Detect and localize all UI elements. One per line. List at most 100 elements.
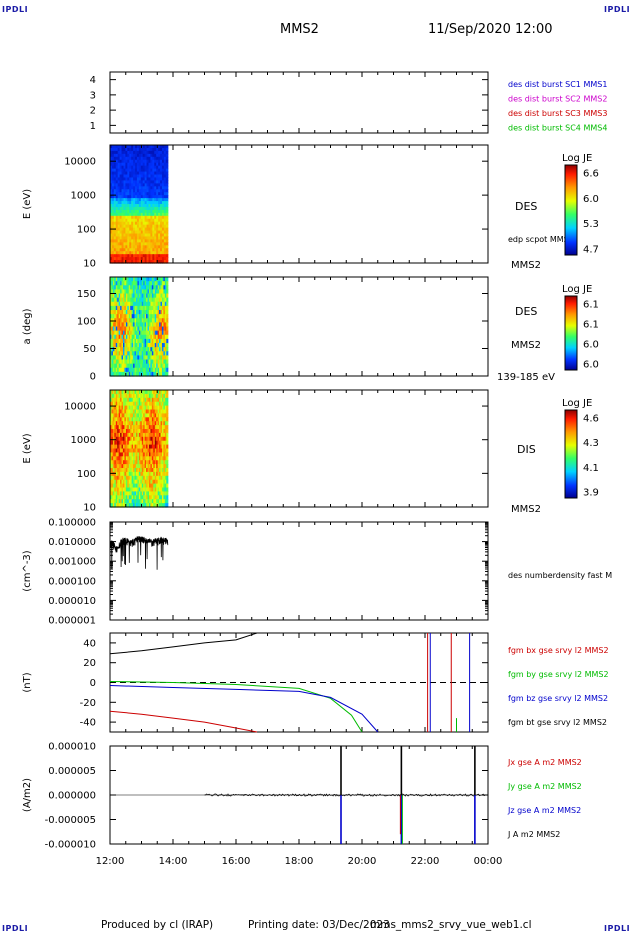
heatmap-cell: [115, 351, 118, 356]
heatmap-cell: [110, 436, 113, 442]
heatmap-cell: [151, 393, 154, 399]
heatmap-cell: [130, 487, 133, 492]
heatmap-cell: [146, 471, 149, 477]
heatmap-cell: [135, 503, 139, 508]
heatmap-cell: [152, 248, 155, 252]
heatmap-cell: [143, 285, 146, 290]
heatmap-cell: [127, 326, 130, 332]
heatmap-cell: [134, 448, 137, 453]
heatmap-cell: [119, 174, 123, 179]
heatmap-cell: [144, 310, 147, 315]
heatmap-cell: [135, 168, 138, 173]
heatmap-cell: [131, 397, 134, 403]
heatmap-cell: [127, 393, 130, 399]
heatmap-cell: [128, 471, 131, 477]
heatmap-cell: [121, 251, 125, 255]
heatmap-cell: [144, 248, 148, 252]
heatmap-cell: [137, 363, 140, 369]
heatmap-cell: [148, 248, 152, 252]
heatmap-cell: [151, 503, 154, 508]
heatmap-cell: [135, 334, 139, 340]
heatmap-cell: [110, 289, 113, 295]
heatmap-cell: [114, 440, 117, 446]
heatmap-cell: [127, 322, 130, 328]
heatmap-cell: [135, 417, 139, 422]
heatmap-cell: [110, 285, 113, 290]
heatmap-cell: [110, 448, 113, 453]
heatmap-cell: [141, 503, 144, 508]
heatmap-cell: [160, 165, 163, 170]
heatmap-cell: [164, 487, 167, 492]
heatmap-cell: [144, 251, 148, 255]
heatmap-cell: [135, 359, 139, 365]
heatmap-cell: [152, 147, 155, 152]
heatmap-cell: [125, 183, 128, 187]
heatmap-cell: [130, 322, 133, 328]
heatmap-cell: [110, 460, 113, 465]
heatmap-cell: [115, 251, 119, 255]
heatmap-cell: [110, 326, 113, 332]
heatmap-cell: [125, 281, 128, 286]
heatmap-cell: [160, 221, 163, 226]
heatmap-cell: [146, 168, 150, 173]
heatmap-cell: [120, 499, 123, 504]
field-line: [109, 710, 258, 733]
heatmap-cell: [146, 177, 150, 181]
heatmap-cell: [157, 305, 160, 311]
heatmap-cell: [156, 452, 159, 457]
heatmap-cell: [133, 245, 136, 249]
heatmap-cell: [146, 257, 150, 261]
heatmap-cell: [164, 503, 167, 508]
heatmap-cell: [152, 162, 155, 167]
heatmap-cell: [114, 297, 117, 303]
heatmap-cell: [160, 417, 163, 422]
heatmap-cell: [127, 363, 130, 369]
heatmap-cell: [129, 233, 132, 238]
heatmap-cell: [140, 314, 143, 319]
heatmap-cell: [133, 487, 136, 492]
heatmap-cell: [121, 363, 124, 369]
heatmap-cell: [111, 145, 115, 149]
instrument-label: DIS: [517, 443, 536, 456]
heatmap-cell: [163, 162, 167, 167]
heatmap-cell: [134, 326, 137, 332]
heatmap-cell: [114, 351, 117, 356]
heatmap-cell: [128, 297, 131, 303]
heatmap-cell: [146, 479, 149, 485]
heatmap-cell: [144, 224, 148, 229]
heatmap-cell: [141, 285, 144, 290]
heatmap-cell: [158, 248, 161, 252]
heatmap-cell: [137, 397, 140, 403]
heatmap-cell: [131, 436, 134, 442]
heatmap-cell: [118, 293, 121, 299]
heatmap-cell: [144, 212, 148, 217]
heatmap-cell: [148, 475, 152, 481]
heatmap-cell: [137, 471, 140, 477]
heatmap-cell: [123, 257, 126, 261]
density-line: [109, 536, 169, 570]
heatmap-cell: [117, 483, 120, 489]
heatmap-cell: [147, 432, 150, 438]
heatmap-cell: [133, 251, 136, 255]
heatmap-cell: [113, 177, 117, 181]
heatmap-cell: [137, 390, 140, 395]
heatmap-cell: [154, 314, 157, 319]
heatmap-cell: [115, 393, 118, 399]
heatmap-cell: [136, 245, 140, 249]
heatmap-cell: [124, 281, 127, 286]
heatmap-cell: [112, 297, 115, 303]
heatmap-cell: [137, 409, 140, 414]
heatmap-cell: [119, 242, 123, 246]
heatmap-cell: [140, 310, 143, 315]
heatmap-cell: [111, 180, 115, 184]
heatmap-cell: [119, 192, 123, 196]
heatmap-cell: [131, 471, 134, 477]
heatmap-cell: [154, 248, 157, 252]
heatmap-cell: [146, 355, 149, 361]
heatmap-cell: [111, 338, 114, 344]
heatmap-cell: [140, 168, 144, 173]
heatmap-cell: [154, 464, 157, 469]
heatmap-cell: [158, 224, 161, 229]
heatmap-cell: [143, 326, 146, 332]
